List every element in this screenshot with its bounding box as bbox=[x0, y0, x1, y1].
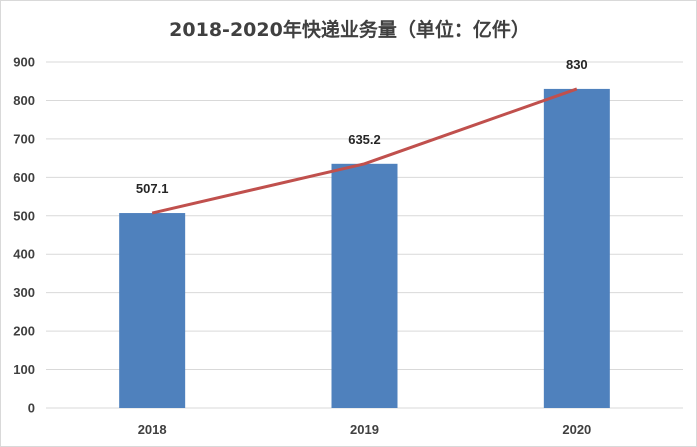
data-labels: 507.1 635.2 830 bbox=[136, 57, 588, 196]
chart-title: 2018-2020年快递业务量（单位：亿件） bbox=[169, 19, 530, 41]
data-label-2020: 830 bbox=[566, 57, 588, 72]
y-tick-label: 200 bbox=[13, 324, 35, 339]
trend-line bbox=[151, 87, 578, 215]
y-tick-label: 900 bbox=[13, 55, 35, 70]
y-axis-ticks: 0 100 200 300 400 500 600 700 800 900 bbox=[13, 55, 35, 416]
bar-2019 bbox=[331, 163, 398, 408]
x-tick-label: 2020 bbox=[562, 422, 591, 437]
y-tick-label: 400 bbox=[13, 247, 35, 262]
y-tick-label: 700 bbox=[13, 131, 35, 146]
x-tick-label: 2019 bbox=[350, 422, 379, 437]
y-tick-label: 500 bbox=[13, 208, 35, 223]
x-axis-ticks: 2018 2019 2020 bbox=[138, 422, 592, 437]
data-label-2018: 507.1 bbox=[136, 181, 169, 196]
y-tick-label: 100 bbox=[13, 362, 35, 377]
y-tick-label: 300 bbox=[13, 285, 35, 300]
x-tick-label: 2018 bbox=[138, 422, 167, 437]
bars bbox=[119, 88, 610, 409]
bar-2018 bbox=[119, 213, 186, 408]
data-label-2019: 635.2 bbox=[348, 132, 381, 147]
trend-line-layer bbox=[151, 87, 578, 215]
y-tick-label: 0 bbox=[28, 401, 35, 416]
y-tick-label: 800 bbox=[13, 93, 35, 108]
y-tick-label: 600 bbox=[13, 170, 35, 185]
bar-2020 bbox=[543, 88, 610, 409]
